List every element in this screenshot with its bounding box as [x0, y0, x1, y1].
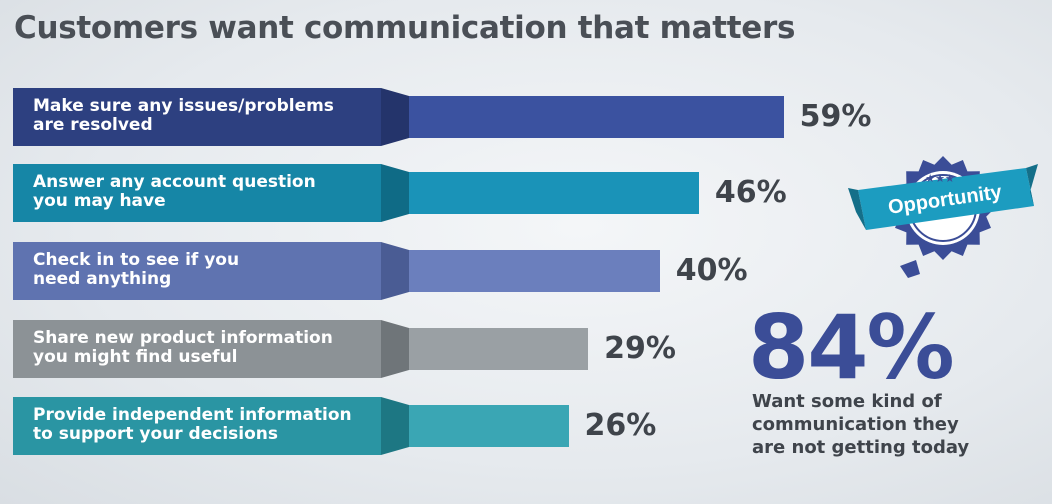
badge-stars: ★★★ [925, 172, 955, 185]
opportunity-badge-icon: ★★★ [848, 156, 1038, 278]
bar [409, 250, 660, 292]
bar-wedge [381, 320, 409, 378]
bar-row: Answer any account question you may have 4… [13, 164, 913, 222]
category-label-line: Check in to see if you [33, 250, 240, 270]
chart-title: Customers want communication that matter… [14, 10, 796, 46]
bar-row: Provide independent information to suppor… [13, 397, 913, 455]
bar-row: Make sure any issues/problems are resolve… [13, 88, 913, 146]
value-label: 26% [584, 408, 657, 443]
highlight-description: Want some kind of communication they are… [752, 390, 982, 459]
bar-wedge [381, 88, 409, 146]
category-label-line: are resolved [33, 115, 153, 135]
bar-row: Share new product information you might f… [13, 320, 913, 378]
category-label-line: Provide independent information [33, 405, 352, 425]
highlight-description-line: are not getting today [752, 437, 970, 458]
value-label: 40% [675, 253, 748, 288]
category-label: Check in to see if you need anything [13, 242, 381, 300]
category-label-line: you might find useful [33, 347, 238, 367]
highlight-description-line: Want some kind of [752, 391, 942, 412]
badge-ribbon [858, 168, 1034, 230]
bar-row: Check in to see if you need anything 40% [13, 242, 913, 300]
category-label-line: to support your decisions [33, 424, 279, 444]
highlight-description-line: communication they [752, 414, 959, 435]
category-label-line: you may have [33, 191, 166, 211]
bar [409, 172, 699, 214]
highlight-percentage: 84% [748, 296, 955, 399]
badge-arrow-icon [900, 260, 920, 278]
value-label: 29% [604, 331, 676, 366]
value-label: 59% [799, 99, 872, 134]
ribbon-tail-right [1026, 164, 1038, 206]
bar [409, 96, 784, 138]
category-label-line: Share new product information [33, 328, 333, 348]
bar-wedge [381, 164, 409, 222]
category-label: Answer any account question you may have [13, 164, 381, 222]
bar-wedge [381, 242, 409, 300]
category-label: Provide independent information to suppor… [13, 397, 381, 455]
value-label: 46% [714, 175, 787, 210]
category-label-line: need anything [33, 269, 172, 289]
bar [409, 328, 589, 370]
category-label-line: Answer any account question [33, 172, 316, 192]
category-label: Share new product information you might f… [13, 320, 381, 378]
bar-wedge [381, 397, 409, 455]
category-label-line: Make sure any issues/problems [33, 96, 334, 116]
ribbon-tail-left [848, 188, 866, 230]
category-label: Make sure any issues/problems are resolve… [13, 88, 381, 146]
bar [409, 405, 569, 447]
